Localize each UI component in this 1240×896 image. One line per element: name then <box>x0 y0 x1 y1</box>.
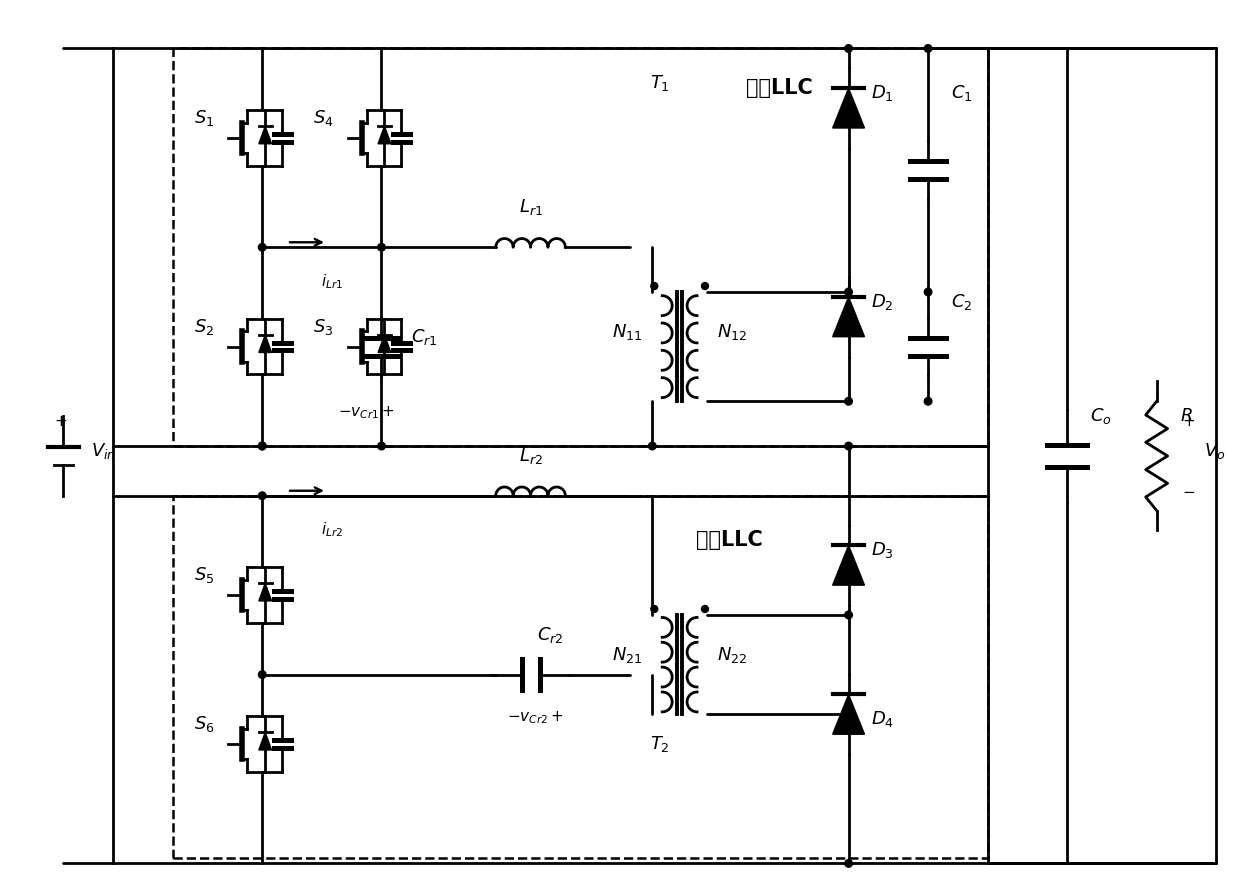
Text: 半桥LLC: 半桥LLC <box>696 530 763 550</box>
Polygon shape <box>378 126 391 143</box>
Text: $C_{r1}$: $C_{r1}$ <box>412 327 438 347</box>
Text: $S_5$: $S_5$ <box>195 565 215 585</box>
Text: $C_2$: $C_2$ <box>951 292 972 312</box>
Circle shape <box>844 289 852 296</box>
Polygon shape <box>259 335 272 352</box>
Circle shape <box>844 443 852 450</box>
Text: $-$: $-$ <box>1182 483 1195 498</box>
Circle shape <box>924 45 931 52</box>
Circle shape <box>258 492 267 499</box>
Circle shape <box>651 282 657 289</box>
Text: $T_2$: $T_2$ <box>650 734 670 754</box>
Text: $V_o$: $V_o$ <box>1204 441 1226 461</box>
Text: $S_1$: $S_1$ <box>195 108 215 128</box>
Polygon shape <box>259 126 272 143</box>
Text: $D_4$: $D_4$ <box>872 710 894 729</box>
Text: $T_1$: $T_1$ <box>650 73 670 93</box>
Circle shape <box>258 443 267 450</box>
Text: $C_{r2}$: $C_{r2}$ <box>537 625 564 645</box>
Text: $D_1$: $D_1$ <box>872 83 894 103</box>
Text: $-v_{Cr1}+$: $-v_{Cr1}+$ <box>339 404 396 421</box>
Text: $S_2$: $S_2$ <box>195 317 215 337</box>
Text: $L_{r1}$: $L_{r1}$ <box>518 197 543 218</box>
Circle shape <box>378 443 386 450</box>
Circle shape <box>924 398 931 405</box>
Circle shape <box>924 289 931 296</box>
Circle shape <box>258 244 267 251</box>
Circle shape <box>651 606 657 613</box>
Text: $N_{21}$: $N_{21}$ <box>613 645 642 665</box>
Text: $i_{Lr2}$: $i_{Lr2}$ <box>321 521 343 539</box>
Text: $D_3$: $D_3$ <box>872 540 894 560</box>
Polygon shape <box>833 297 864 337</box>
Text: $S_4$: $S_4$ <box>312 108 334 128</box>
Polygon shape <box>259 732 272 750</box>
Circle shape <box>844 859 852 867</box>
Text: $V_{in}$: $V_{in}$ <box>92 441 117 461</box>
Text: $+$: $+$ <box>1182 414 1195 428</box>
Text: $S_6$: $S_6$ <box>193 714 215 735</box>
Circle shape <box>844 45 852 52</box>
Text: $+$: $+$ <box>53 414 67 428</box>
Polygon shape <box>833 88 864 128</box>
Circle shape <box>378 244 386 251</box>
Bar <box>172 495 988 858</box>
Polygon shape <box>378 335 391 352</box>
Text: $N_{22}$: $N_{22}$ <box>717 645 748 665</box>
Bar <box>172 48 988 446</box>
Text: $R$: $R$ <box>1179 407 1193 426</box>
Polygon shape <box>833 546 864 585</box>
Text: $N_{11}$: $N_{11}$ <box>613 322 642 341</box>
Circle shape <box>258 671 267 678</box>
Polygon shape <box>833 694 864 734</box>
Text: $S_3$: $S_3$ <box>314 317 334 337</box>
Text: $L_{r2}$: $L_{r2}$ <box>518 446 543 466</box>
Text: $D_2$: $D_2$ <box>872 292 894 312</box>
Polygon shape <box>259 583 272 601</box>
Text: 全桥LLC: 全桥LLC <box>745 78 812 99</box>
Text: $N_{12}$: $N_{12}$ <box>717 322 748 341</box>
Circle shape <box>702 606 708 613</box>
Text: $i_{Lr1}$: $i_{Lr1}$ <box>321 272 343 291</box>
Circle shape <box>649 443 656 450</box>
Circle shape <box>844 611 852 619</box>
Circle shape <box>844 398 852 405</box>
Circle shape <box>258 443 267 450</box>
Text: $-v_{Cr2}+$: $-v_{Cr2}+$ <box>507 710 564 726</box>
Circle shape <box>702 282 708 289</box>
Text: $C_1$: $C_1$ <box>951 83 972 103</box>
Text: $C_o$: $C_o$ <box>1090 406 1112 426</box>
Circle shape <box>844 711 852 718</box>
